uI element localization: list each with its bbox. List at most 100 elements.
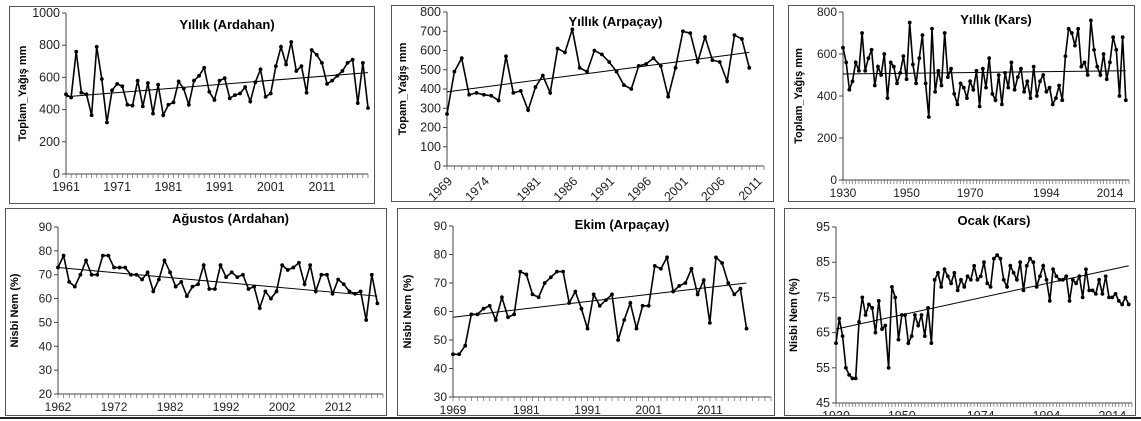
- data-point: [695, 292, 700, 297]
- data-point: [186, 102, 191, 107]
- data-point: [1110, 295, 1115, 300]
- data-point: [469, 312, 474, 317]
- data-point: [106, 253, 111, 258]
- x-tick-label: 1950: [888, 409, 916, 416]
- data-point: [212, 98, 217, 102]
- data-point: [658, 64, 663, 68]
- chart-annual-arpacay: Yıllık (Arpaçay) Topam_Yağış mm 0 100 200 300…: [397, 6, 765, 202]
- data-point: [1111, 35, 1116, 40]
- data-point: [882, 52, 887, 56]
- data-point: [345, 61, 350, 65]
- chart-title: Ocak (Kars): [958, 213, 1031, 228]
- x-tick-label: 2001: [661, 174, 691, 202]
- data-point: [526, 108, 530, 113]
- data-point: [496, 98, 501, 103]
- data-point: [227, 96, 232, 101]
- data-point: [463, 343, 468, 348]
- data-point: [533, 85, 538, 89]
- y-tick-label: 1000: [32, 7, 60, 20]
- data-point: [459, 56, 464, 61]
- data-point: [1044, 89, 1049, 94]
- data-point: [117, 265, 122, 270]
- data-point: [888, 60, 893, 65]
- data-point: [330, 291, 335, 296]
- data-point: [622, 83, 626, 88]
- y-tick-label: 400: [420, 82, 441, 96]
- x-tick-label: 2011: [697, 403, 723, 416]
- data-point: [1108, 60, 1112, 65]
- x-tick-label: 1982: [157, 400, 184, 414]
- data-point: [246, 287, 251, 291]
- y-axis-label: Toplam_Yağış mm: [793, 48, 805, 144]
- data-point: [212, 287, 217, 291]
- data-point: [1123, 295, 1128, 300]
- data-point: [999, 102, 1004, 107]
- data-point: [145, 81, 150, 85]
- data-point: [140, 104, 145, 109]
- data-point: [634, 326, 639, 331]
- data-point: [850, 376, 855, 381]
- data-point: [949, 66, 953, 71]
- data-point: [958, 81, 963, 86]
- data-point: [358, 289, 363, 294]
- data-point: [945, 274, 950, 279]
- data-point: [640, 303, 645, 308]
- data-point: [1044, 277, 1049, 282]
- data-point: [536, 295, 541, 300]
- data-point: [56, 265, 60, 270]
- data-point: [972, 263, 977, 268]
- data-point: [573, 289, 578, 294]
- data-point: [717, 60, 722, 64]
- data-point: [156, 82, 161, 87]
- data-point: [644, 62, 648, 66]
- data-point: [563, 50, 567, 55]
- x-tick-label: 1930: [822, 409, 850, 416]
- chart-october-arpacay: Ekim (Arpaçay) Nisbi Nem (%) 30 40 50 60 70 80 9…: [402, 217, 772, 416]
- x-tick-label: 1972: [101, 400, 128, 414]
- data-point: [1101, 52, 1106, 56]
- data-point: [366, 106, 370, 110]
- x-tick-label: 1930: [830, 186, 857, 200]
- data-point: [856, 68, 861, 73]
- y-tick-label: 200: [420, 121, 441, 135]
- data-point: [895, 81, 899, 86]
- data-point: [1008, 263, 1013, 268]
- data-point: [518, 89, 523, 93]
- data-point: [481, 92, 486, 97]
- data-point: [732, 292, 737, 297]
- data-point: [985, 281, 990, 286]
- x-tick-label: 1991: [588, 174, 618, 202]
- data-point: [258, 67, 263, 72]
- data-point: [248, 99, 253, 104]
- x-tick-label: 1981: [513, 403, 540, 416]
- data-point: [1103, 274, 1108, 279]
- data-point: [1063, 54, 1068, 58]
- data-point: [932, 277, 937, 282]
- bottom-rule: [0, 417, 1141, 419]
- data-point: [1113, 291, 1118, 296]
- data-point: [695, 60, 700, 64]
- data-point: [860, 295, 865, 300]
- data-point: [747, 65, 752, 70]
- data-point: [511, 90, 516, 95]
- data-point: [350, 57, 355, 62]
- series-line: [57, 253, 379, 321]
- data-point: [325, 81, 329, 86]
- data-point: [923, 81, 928, 86]
- data-point: [579, 306, 584, 311]
- data-point: [1076, 26, 1081, 31]
- data-point: [289, 40, 294, 44]
- y-tick-label: 500: [420, 63, 441, 77]
- data-point: [926, 306, 930, 310]
- chart-panel-january-kars: Ocak (Kars) Nisbi Nem (%) 45 55 65 75 85 95 1930…: [784, 208, 1136, 416]
- data-point: [876, 299, 881, 303]
- data-point: [335, 73, 340, 78]
- data-point: [738, 286, 743, 291]
- data-point: [84, 92, 89, 97]
- data-point: [930, 26, 934, 31]
- x-tick-label: 1971: [103, 180, 131, 194]
- data-point: [860, 31, 864, 35]
- data-point: [980, 66, 985, 71]
- data-point: [984, 85, 988, 90]
- data-point: [942, 267, 947, 272]
